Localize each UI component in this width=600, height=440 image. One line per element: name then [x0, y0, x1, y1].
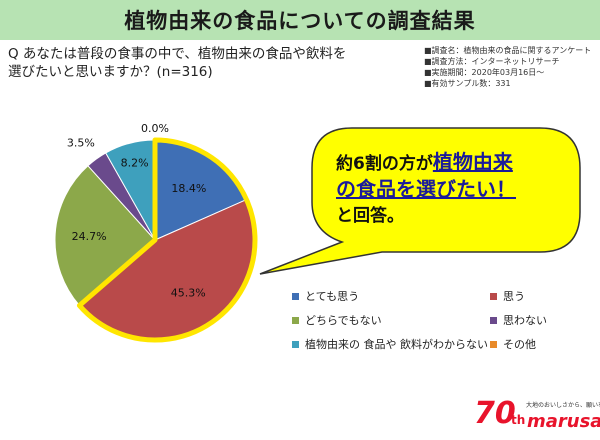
legend-label-4: 植物由来の 食品や 飲料がわからない [305, 338, 488, 351]
legend-swatch-4 [292, 340, 299, 348]
legend-item-2: どちらでもない [292, 312, 382, 328]
callout-bubble-layer [259, 127, 581, 275]
legend-swatch-1 [490, 292, 497, 300]
legend-swatch-0 [292, 292, 299, 300]
question-line-1: Q あなたは普段の食事の中で、植物由来の食品や飲料を [8, 46, 347, 62]
meta-sample-count: ■有効サンプル数：331 [424, 79, 511, 88]
logo-70-mark: 70 [474, 396, 516, 431]
pie-slice-2 [54, 165, 156, 307]
meta-survey-name: ■調査名：植物由来の食品に関するアンケート [424, 46, 592, 55]
logo-tagline: 大地のおいしさから、願いを幸せを。 [526, 402, 600, 409]
title-bar: 植物由来の食品についての調査結果 [0, 0, 600, 40]
legend-item-4: 植物由来の 食品や 飲料がわからない [292, 336, 488, 352]
marusan-logo: 大地のおいしさから、願いを幸せを。 70 th marusan [474, 396, 600, 438]
callout-pre: 約6割の方が [336, 154, 433, 174]
data-label-1: 45.3% [171, 286, 206, 299]
meta-method: ■調査方法：インターネットリサーチ [424, 57, 560, 66]
data-label-3: 3.5% [67, 137, 95, 150]
legend-label-1: 思う [503, 290, 525, 303]
callout-bubble [259, 127, 581, 275]
legend-swatch-3 [490, 316, 497, 324]
legend-label-0: とても思う [305, 290, 360, 303]
survey-meta: ■調査名：植物由来の食品に関するアンケート ■調査方法：インターネットリサーチ … [424, 45, 598, 89]
legend-swatch-2 [292, 316, 299, 324]
data-label-5: 0.0% [141, 122, 169, 135]
callout-emphasis-1: 植物由来 [432, 150, 513, 174]
legend-label-5: その他 [503, 338, 536, 351]
highlight-outline [76, 137, 258, 343]
data-label-4: 8.2% [121, 157, 149, 170]
legend-swatch-5 [490, 340, 497, 348]
legend-item-1: 思う [490, 288, 525, 304]
callout-emphasis-2: の食品を選びたい！ [336, 177, 516, 201]
legend-item-3: 思わない [490, 312, 547, 328]
question-line-2: 選びたいと思いますか？(n=316) [8, 64, 213, 80]
callout-text: 約6割の方が植物由来 の食品を選びたい！ と回答。 [336, 150, 556, 229]
meta-period: ■実施期間：2020年03月16日〜 [424, 68, 545, 77]
page-title: 植物由来の食品についての調査結果 [124, 9, 476, 33]
logo-brand-name: marusan [527, 411, 600, 432]
survey-question: Q あなたは普段の食事の中で、植物由来の食品や飲料を 選びたいと思いますか？(n… [8, 45, 408, 81]
legend-label-2: どちらでもない [305, 314, 382, 327]
logo-th-mark: th [511, 413, 526, 427]
data-label-0: 18.4% [171, 182, 206, 195]
pie-data-labels: 18.4% 45.3% 24.7% 3.5% 8.2% 0.0% [67, 122, 206, 299]
legend-item-5: その他 [490, 336, 536, 352]
data-label-2: 24.7% [72, 230, 107, 243]
legend-item-0: とても思う [292, 288, 359, 304]
legend-label-3: 思わない [503, 314, 547, 327]
pie-slices [54, 139, 256, 341]
highlight-layer [76, 137, 258, 343]
callout-post: と回答。 [336, 206, 404, 226]
